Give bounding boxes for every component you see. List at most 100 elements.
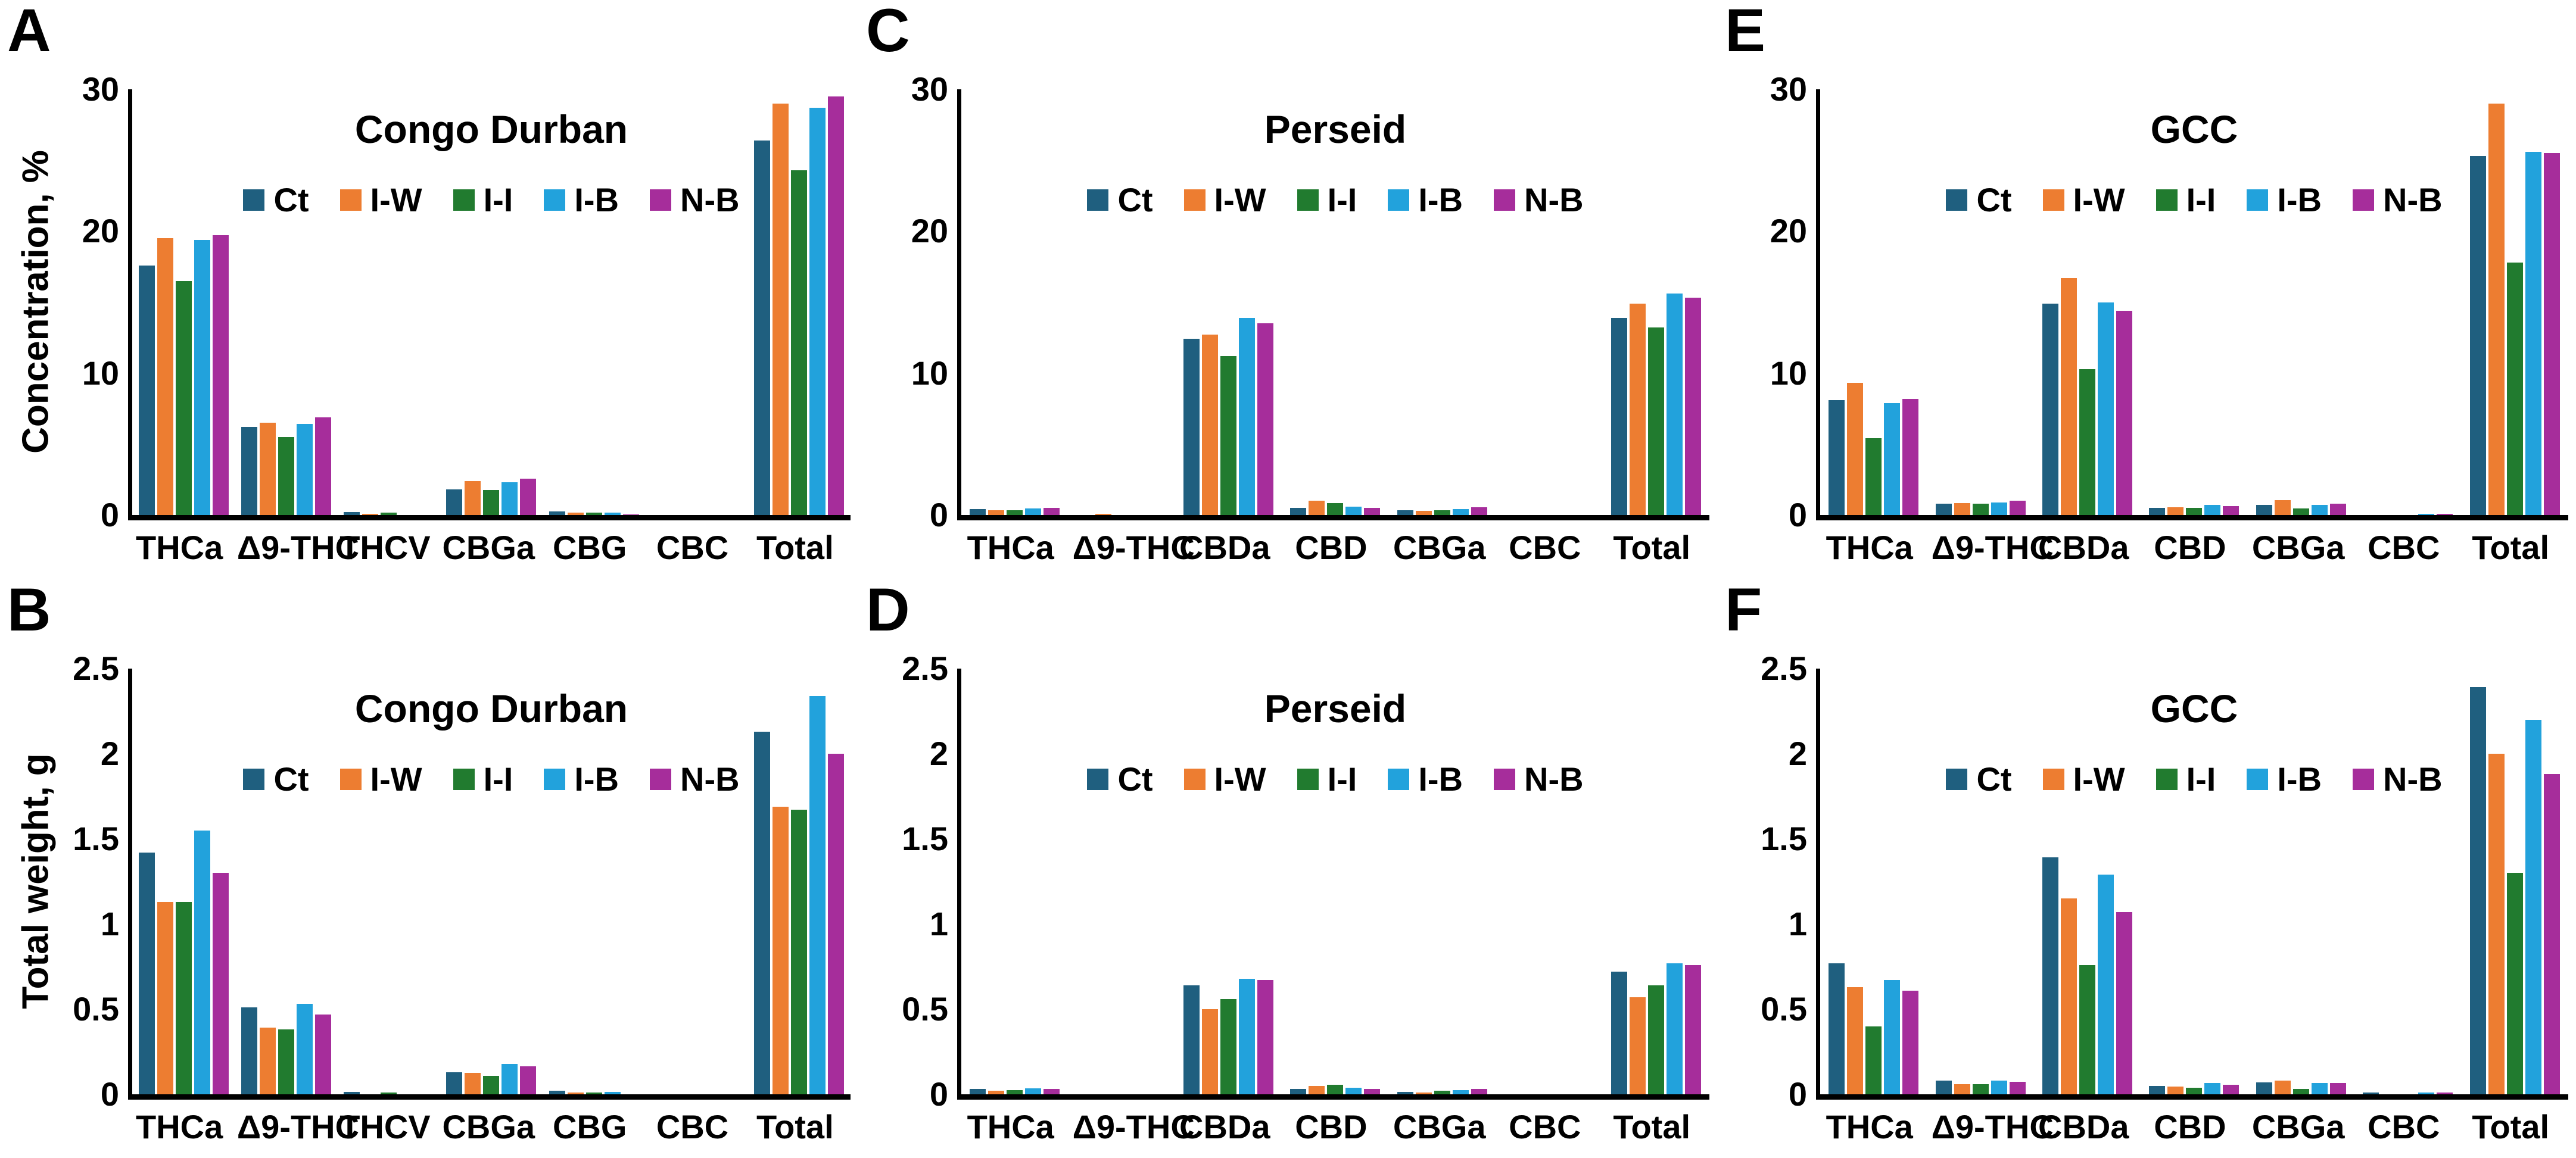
x-category-label: Δ9-THC [1072, 1108, 1195, 1145]
x-category-label: CBC [656, 1108, 729, 1145]
panel-letter: A [7, 0, 51, 64]
bar [1364, 1089, 1381, 1094]
bar [585, 1093, 602, 1094]
legend-item: I-I [1297, 763, 1357, 796]
legend-label: I-W [2073, 760, 2125, 798]
legend-item: Ct [1087, 763, 1153, 796]
bar-group [1611, 963, 1701, 1094]
x-category-label: Total [756, 529, 834, 566]
y-tick-label: 2 [1788, 735, 1807, 772]
bar-group [241, 1004, 331, 1094]
legend-item: I-W [339, 763, 422, 796]
bar [2149, 1085, 2166, 1094]
legend-swatch-icon [2042, 189, 2064, 211]
legend-swatch-icon [243, 769, 265, 790]
x-category-label: Total [1613, 1108, 1691, 1145]
bar-group [1183, 317, 1274, 515]
legend-label: N-B [680, 181, 740, 219]
bar [212, 873, 229, 1094]
bar [2292, 1089, 2309, 1094]
x-category-label: THCa [136, 529, 223, 566]
bar-group [2042, 277, 2133, 515]
bar [1345, 1087, 1362, 1094]
bar [2363, 1093, 2379, 1094]
bar [362, 513, 379, 515]
bar-group [446, 479, 537, 515]
legend-label: I-I [483, 760, 513, 798]
legend-item: I-B [544, 183, 619, 217]
bar [2167, 1087, 2184, 1094]
legend-item: I-B [544, 763, 619, 796]
bar [1257, 323, 1274, 515]
legend-swatch-icon [650, 189, 672, 211]
x-category-label: Δ9-THC [1072, 529, 1195, 566]
bar [1290, 508, 1307, 515]
legend-label: I-W [1214, 760, 1266, 798]
x-axis-labels: THCa Δ9-THC THCV CBGa CBG CBC Total [128, 531, 846, 564]
x-category-label: CBD [2154, 529, 2226, 566]
bar [2223, 505, 2239, 515]
bar [970, 1089, 986, 1094]
bar [1991, 502, 2007, 515]
bar [1972, 1084, 1989, 1094]
bar [1309, 1085, 1325, 1094]
bar [157, 901, 173, 1094]
panel-letter: B [7, 576, 51, 644]
y-tick-label: 0.5 [1761, 990, 1807, 1028]
bar [2256, 505, 2272, 515]
legend-label: N-B [2383, 181, 2443, 219]
bar [1202, 1009, 1219, 1094]
legend-item: I-W [2042, 760, 2125, 798]
bar [483, 1075, 500, 1094]
bar [1684, 965, 1701, 1094]
bar [1095, 514, 1111, 515]
bar-group [2469, 103, 2560, 515]
x-category-label: Total [2472, 529, 2550, 566]
x-category-label: CBDa [2038, 1108, 2129, 1145]
bar [809, 107, 826, 515]
legend-item: I-B [2247, 183, 2322, 217]
x-axis-labels: THCa Δ9-THC THCV CBGa CBG CBC Total [128, 1110, 846, 1144]
bar [791, 170, 808, 515]
bar [1452, 1090, 1469, 1094]
x-category-label: THCa [967, 529, 1054, 566]
x-category-label: CBC [2368, 1108, 2440, 1145]
bar-group [344, 512, 434, 515]
bar-group [138, 235, 229, 515]
panel-d: D Perseid Ct I-W I-I I-B N-B 0 0.5 1 1.5 2 2.5 TH… [859, 579, 1717, 1158]
bar [2543, 153, 2560, 515]
legend-label: I-W [2073, 181, 2125, 219]
bar [1829, 399, 1845, 515]
x-category-label: CBC [1509, 529, 1581, 566]
x-category-label: Δ9-THC [236, 529, 360, 566]
bar [278, 1029, 294, 1094]
x-category-label: CBDa [2038, 529, 2129, 566]
y-tick-label: 10 [82, 354, 119, 392]
x-category-label: CBD [2154, 1108, 2226, 1145]
plot-area: Perseid Ct I-W I-I I-B N-B 0 10 20 30 [911, 73, 1709, 532]
bar [1629, 997, 1646, 1094]
bar [1007, 510, 1023, 515]
legend-swatch-icon [2247, 189, 2269, 211]
bar [988, 510, 1005, 515]
bar [2098, 875, 2114, 1094]
x-category-label: CBG [553, 1108, 627, 1145]
bar-group [754, 96, 845, 515]
legend-swatch-icon [243, 189, 265, 211]
bar [604, 513, 621, 515]
x-category-label: Total [756, 1108, 834, 1145]
bar [1415, 1093, 1432, 1094]
y-tick-label: 0 [1788, 496, 1807, 533]
bar [549, 1091, 565, 1094]
legend-swatch-icon [1388, 769, 1410, 790]
legend-item: I-W [1183, 760, 1266, 798]
y-tick-label: 20 [911, 212, 948, 250]
x-category-label: Total [2472, 1108, 2550, 1145]
legend-item: I-B [1388, 183, 1463, 217]
legend-label: I-B [574, 760, 619, 798]
legend-label: I-I [1327, 760, 1357, 798]
bar [828, 96, 845, 515]
bar-group [970, 1088, 1060, 1094]
chart-title: Perseid [1264, 107, 1407, 151]
bar [754, 140, 771, 515]
